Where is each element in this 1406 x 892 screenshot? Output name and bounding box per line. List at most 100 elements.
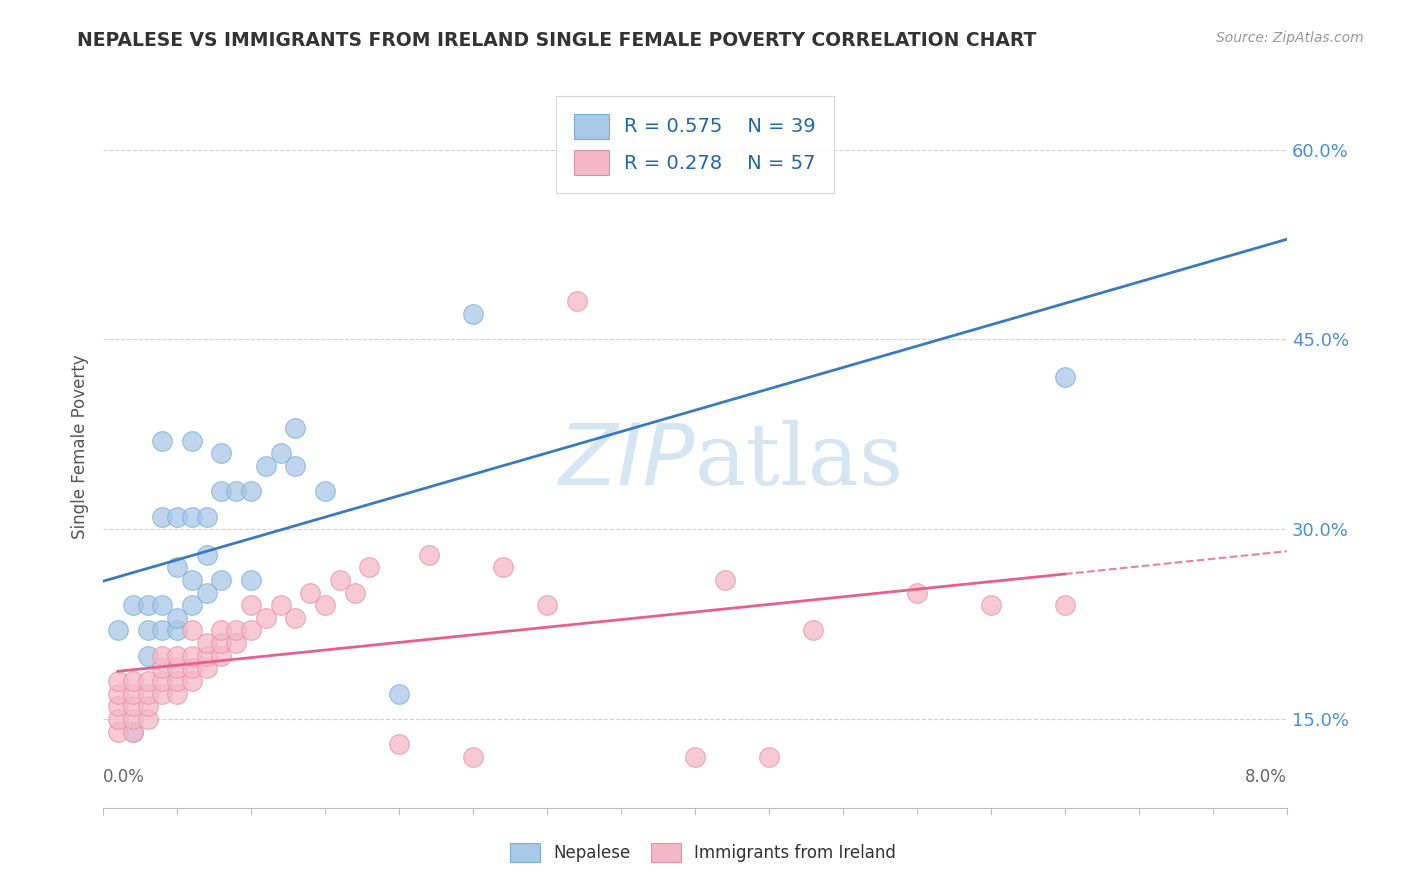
Point	[121, 724, 143, 739]
Point	[107, 699, 129, 714]
Point	[270, 446, 292, 460]
Point	[195, 661, 218, 675]
Point	[284, 611, 307, 625]
Point	[314, 598, 336, 612]
Point	[565, 294, 588, 309]
Point	[150, 598, 173, 612]
Point	[121, 687, 143, 701]
Point	[1053, 598, 1076, 612]
Point	[180, 674, 202, 689]
Point	[461, 750, 484, 764]
Point	[136, 687, 159, 701]
Point	[343, 585, 366, 599]
Legend: R = 0.575    N = 39, R = 0.278    N = 57: R = 0.575 N = 39, R = 0.278 N = 57	[557, 96, 834, 193]
Point	[180, 509, 202, 524]
Point	[713, 573, 735, 587]
Point	[299, 585, 322, 599]
Point	[180, 648, 202, 663]
Point	[329, 573, 352, 587]
Point	[166, 674, 188, 689]
Point	[225, 484, 247, 499]
Point	[107, 712, 129, 726]
Point	[107, 674, 129, 689]
Point	[180, 661, 202, 675]
Point	[225, 624, 247, 638]
Point	[240, 573, 263, 587]
Legend: Nepalese, Immigrants from Ireland: Nepalese, Immigrants from Ireland	[502, 834, 904, 871]
Point	[225, 636, 247, 650]
Y-axis label: Single Female Poverty: Single Female Poverty	[72, 355, 89, 540]
Point	[211, 624, 233, 638]
Point	[107, 624, 129, 638]
Point	[136, 648, 159, 663]
Point	[388, 687, 411, 701]
Point	[180, 598, 202, 612]
Point	[150, 674, 173, 689]
Point	[284, 458, 307, 473]
Point	[388, 737, 411, 751]
Point	[180, 573, 202, 587]
Text: NEPALESE VS IMMIGRANTS FROM IRELAND SINGLE FEMALE POVERTY CORRELATION CHART: NEPALESE VS IMMIGRANTS FROM IRELAND SING…	[77, 31, 1036, 50]
Point	[980, 598, 1002, 612]
Point	[314, 484, 336, 499]
Point	[136, 674, 159, 689]
Point	[758, 750, 780, 764]
Text: 8.0%: 8.0%	[1244, 768, 1286, 786]
Point	[905, 585, 928, 599]
Point	[195, 648, 218, 663]
Point	[166, 624, 188, 638]
Point	[180, 434, 202, 448]
Point	[150, 624, 173, 638]
Point	[107, 724, 129, 739]
Point	[136, 699, 159, 714]
Point	[536, 598, 558, 612]
Point	[254, 611, 277, 625]
Point	[136, 712, 159, 726]
Point	[166, 661, 188, 675]
Point	[284, 421, 307, 435]
Point	[195, 509, 218, 524]
Text: Source: ZipAtlas.com: Source: ZipAtlas.com	[1216, 31, 1364, 45]
Point	[240, 598, 263, 612]
Point	[121, 598, 143, 612]
Point	[166, 687, 188, 701]
Point	[211, 446, 233, 460]
Point	[107, 687, 129, 701]
Point	[150, 648, 173, 663]
Point	[683, 750, 706, 764]
Point	[121, 699, 143, 714]
Text: ZIP: ZIP	[558, 420, 695, 503]
Point	[121, 724, 143, 739]
Point	[136, 598, 159, 612]
Point	[211, 484, 233, 499]
Point	[180, 624, 202, 638]
Point	[240, 484, 263, 499]
Point	[418, 548, 440, 562]
Text: atlas: atlas	[695, 420, 904, 503]
Point	[211, 636, 233, 650]
Point	[270, 598, 292, 612]
Point	[195, 548, 218, 562]
Point	[211, 648, 233, 663]
Point	[121, 712, 143, 726]
Point	[801, 624, 824, 638]
Point	[359, 560, 381, 574]
Point	[166, 509, 188, 524]
Point	[211, 573, 233, 587]
Point	[195, 636, 218, 650]
Point	[121, 674, 143, 689]
Point	[254, 458, 277, 473]
Point	[150, 661, 173, 675]
Point	[166, 611, 188, 625]
Point	[166, 648, 188, 663]
Point	[150, 434, 173, 448]
Point	[461, 307, 484, 321]
Point	[150, 509, 173, 524]
Text: 0.0%: 0.0%	[103, 768, 145, 786]
Point	[150, 687, 173, 701]
Point	[1053, 370, 1076, 384]
Point	[136, 624, 159, 638]
Point	[166, 560, 188, 574]
Point	[240, 624, 263, 638]
Point	[195, 585, 218, 599]
